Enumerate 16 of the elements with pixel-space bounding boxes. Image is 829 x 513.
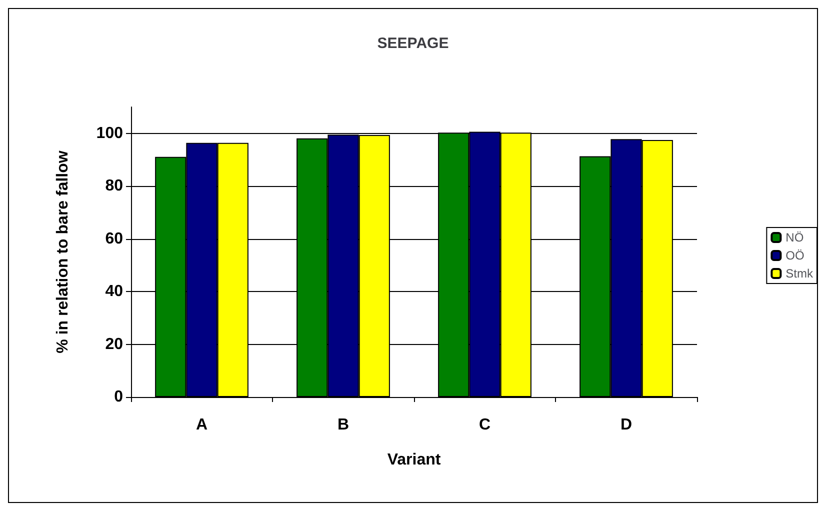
x-tick-label: B [337, 416, 350, 434]
y-axis-title: % in relation to bare fallow [54, 150, 72, 354]
y-tick-label: 40 [105, 283, 124, 300]
y-tick-label: 100 [96, 124, 124, 142]
x-tick-label: D [620, 416, 632, 434]
x-tick-label: C [478, 416, 491, 434]
x-axis-title: Variant [387, 452, 442, 468]
y-tick-label: 60 [105, 230, 124, 248]
chart-title: SEEPAGE [377, 35, 449, 52]
legend-label: Stmk [786, 266, 814, 280]
x-tick-label: A [196, 416, 208, 434]
y-tick-label: 80 [105, 178, 124, 195]
legend-label: OÖ [786, 248, 804, 262]
y-tick-label: 0 [114, 388, 124, 406]
y-tick-label: 20 [105, 336, 124, 353]
legend-label: NÖ [786, 230, 804, 244]
